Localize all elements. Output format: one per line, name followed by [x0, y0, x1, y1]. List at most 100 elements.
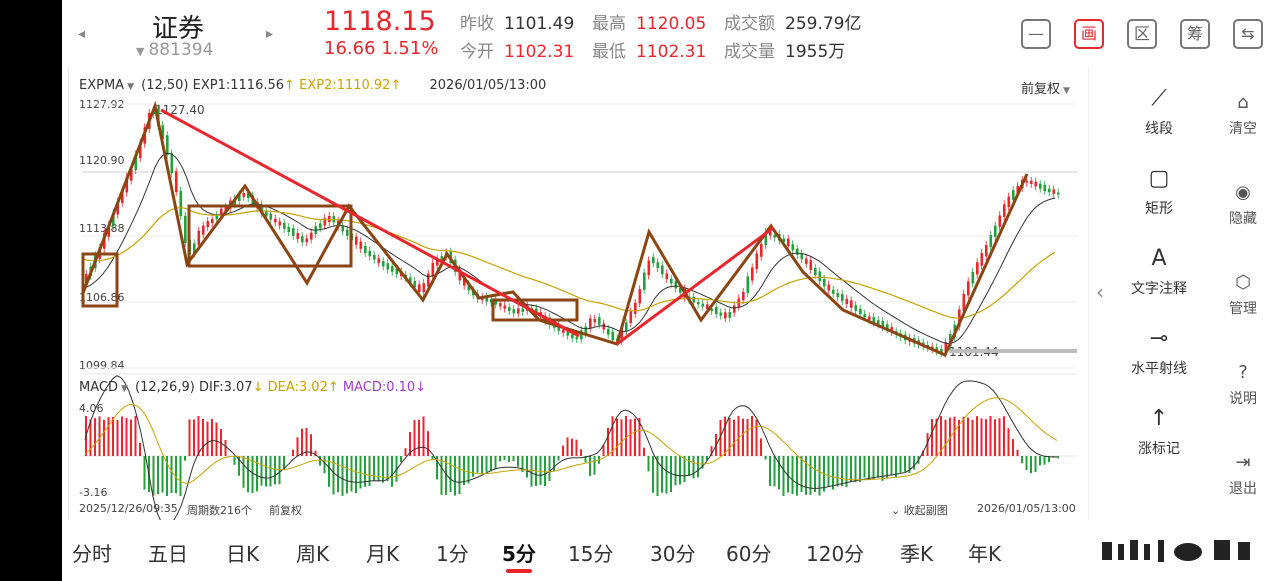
minus-square-icon[interactable]: — [1021, 19, 1051, 49]
kline-chart[interactable]: EXPMA ▼ (12,50) EXP1:1116.56↑ EXP2:1110.9… [68, 68, 1099, 520]
sub-indicator-name[interactable]: MACD [79, 380, 118, 395]
candle-body [607, 328, 610, 335]
annotation-box-1 [81, 252, 119, 308]
candle-body [301, 236, 304, 243]
indicator-dropdown-icon[interactable]: ▼ [127, 82, 134, 92]
period-tab[interactable]: 分时 [72, 542, 112, 566]
stock-code[interactable]: ▼ 881394 [136, 40, 214, 60]
region-icon[interactable]: 区 [1127, 19, 1157, 49]
macd-bar [139, 442, 141, 456]
macd-bar [490, 456, 492, 472]
candle-body [436, 259, 439, 266]
macd-bar [688, 456, 690, 476]
candle-body [706, 304, 709, 310]
period-tab[interactable]: 年K [968, 542, 1002, 566]
macd-bar [1012, 439, 1014, 456]
tool-line-segment[interactable]: ⟋ 线段 [1122, 84, 1196, 138]
action-exit[interactable]: ⇥ 退出 [1218, 450, 1268, 498]
macd-bar [440, 456, 443, 495]
candle-body [1043, 184, 1047, 192]
period-tab[interactable]: 30分 [650, 542, 696, 566]
candle-body [584, 326, 588, 334]
main-indicator-legend: EXPMA ▼ (12,50) EXP1:1116.56↑ EXP2:1110.9… [79, 78, 547, 93]
draw-icon[interactable]: 画 [1074, 19, 1104, 49]
candle-body [827, 284, 831, 291]
candle-body [242, 192, 246, 197]
macd-bar [706, 456, 708, 461]
macd-bar [89, 419, 92, 456]
collapse-sub-chart[interactable]: ⌄ 收起副图 [891, 504, 948, 517]
footer-adjust: 前复权 [269, 504, 302, 517]
period-tab[interactable]: 周K [296, 542, 330, 566]
macd-bar [809, 456, 812, 495]
action-hide[interactable]: ◉ 隐藏 [1218, 180, 1268, 228]
candle-body [971, 271, 975, 284]
adjust-select[interactable]: 前复权 ▼ [1021, 82, 1070, 97]
period-tab[interactable]: 5分 [502, 542, 536, 566]
action-help[interactable]: ? 说明 [1218, 360, 1268, 408]
period-tab[interactable]: 1分 [436, 542, 469, 566]
macd-bar [710, 446, 713, 456]
tool-text-note[interactable]: A 文字注释 [1122, 244, 1196, 298]
macd-bar [742, 418, 744, 456]
tool-horizontal-ray[interactable]: ⊸ 水平射线 [1122, 324, 1196, 378]
exp1-value: EXP1:1116.56 [192, 78, 285, 93]
tool-rise-mark[interactable]: ↑ 涨标记 [1122, 404, 1196, 458]
period-tab[interactable]: 60分 [726, 542, 772, 566]
main-indicator-name[interactable]: EXPMA [79, 78, 125, 93]
candle-body [328, 215, 331, 223]
clear-icon: ⌂ [1237, 92, 1249, 113]
macd-bar [526, 456, 528, 478]
candle-body [220, 208, 223, 217]
macd-bar [935, 418, 938, 456]
period-tab[interactable]: 日K [226, 542, 260, 566]
candle-body [161, 125, 165, 140]
macd-bar [436, 456, 438, 480]
candle-body [593, 318, 597, 323]
macd-bar [521, 456, 524, 473]
candle-body [850, 300, 853, 308]
macd-bar [679, 456, 681, 485]
chip-icon[interactable]: 筹 [1180, 19, 1210, 49]
macd-bar [931, 419, 933, 456]
action-label: 退出 [1229, 481, 1257, 497]
candle-body [346, 229, 349, 236]
candle-body [278, 221, 282, 226]
candle-body [647, 260, 651, 276]
period-tab[interactable]: 月K [366, 542, 400, 566]
macd-bar [656, 456, 659, 496]
candle-body [944, 342, 948, 354]
wave-annotation [81, 100, 1029, 357]
next-stock-icon[interactable]: ▸ [266, 26, 274, 42]
period-tab[interactable]: 15分 [568, 542, 614, 566]
switch-device-icon[interactable]: ⇆ [1233, 19, 1263, 49]
candle-body [85, 274, 88, 285]
macd-bar [989, 416, 992, 456]
action-clear[interactable]: ⌂ 清空 [1218, 90, 1268, 138]
period-tab[interactable]: 季K [900, 542, 934, 566]
prev-stock-icon[interactable]: ◂ [78, 26, 86, 42]
macd-bar [886, 456, 888, 478]
period-more-icon[interactable] [1088, 530, 1280, 574]
period-tabs: 分时 五日 日K 周K 月K 1分 5分 15分 30分 60分 120分 季K 年K [62, 520, 1280, 581]
candle-body [652, 257, 655, 264]
period-tab[interactable]: 五日 [148, 542, 188, 566]
macd-value: MACD:0.10 [342, 380, 416, 395]
macd-bar [566, 437, 569, 456]
candle-body [967, 281, 970, 296]
macd-bar [1021, 456, 1023, 464]
candle-body [422, 283, 426, 293]
macd-bar [580, 449, 582, 456]
macd-bar [346, 456, 348, 494]
period-tab[interactable]: 120分 [806, 542, 865, 566]
main-indicator-params: (12,50) [141, 78, 189, 93]
sub-indicator-dropdown-icon[interactable]: ▼ [120, 384, 128, 394]
candle-body [742, 291, 745, 301]
candle-body [512, 309, 516, 314]
tool-rectangle[interactable]: ▢ 矩形 [1122, 164, 1196, 218]
action-manage[interactable]: ⬡ 管理 [1218, 270, 1268, 318]
candle-body [359, 241, 363, 249]
candle-body [463, 277, 466, 286]
collapse-panel-icon[interactable]: ‹ [1096, 280, 1104, 304]
candle-body [323, 218, 327, 226]
